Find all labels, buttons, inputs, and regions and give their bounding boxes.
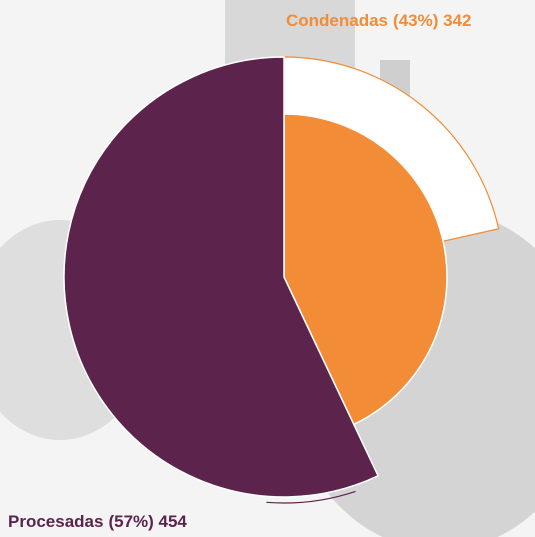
slice-name: Condenadas — [286, 11, 388, 30]
pie-slice — [283, 113, 448, 426]
label-bracket — [266, 490, 356, 504]
slice-value: (43%) 342 — [393, 11, 471, 30]
slice-value: (57%) 454 — [108, 512, 187, 531]
slice-label: Procesadas (57%) 454 — [8, 512, 187, 531]
slice-label: Condenadas (43%) 342 — [286, 11, 471, 30]
slice-name: Procesadas — [8, 512, 103, 531]
pie-slice — [63, 56, 380, 498]
